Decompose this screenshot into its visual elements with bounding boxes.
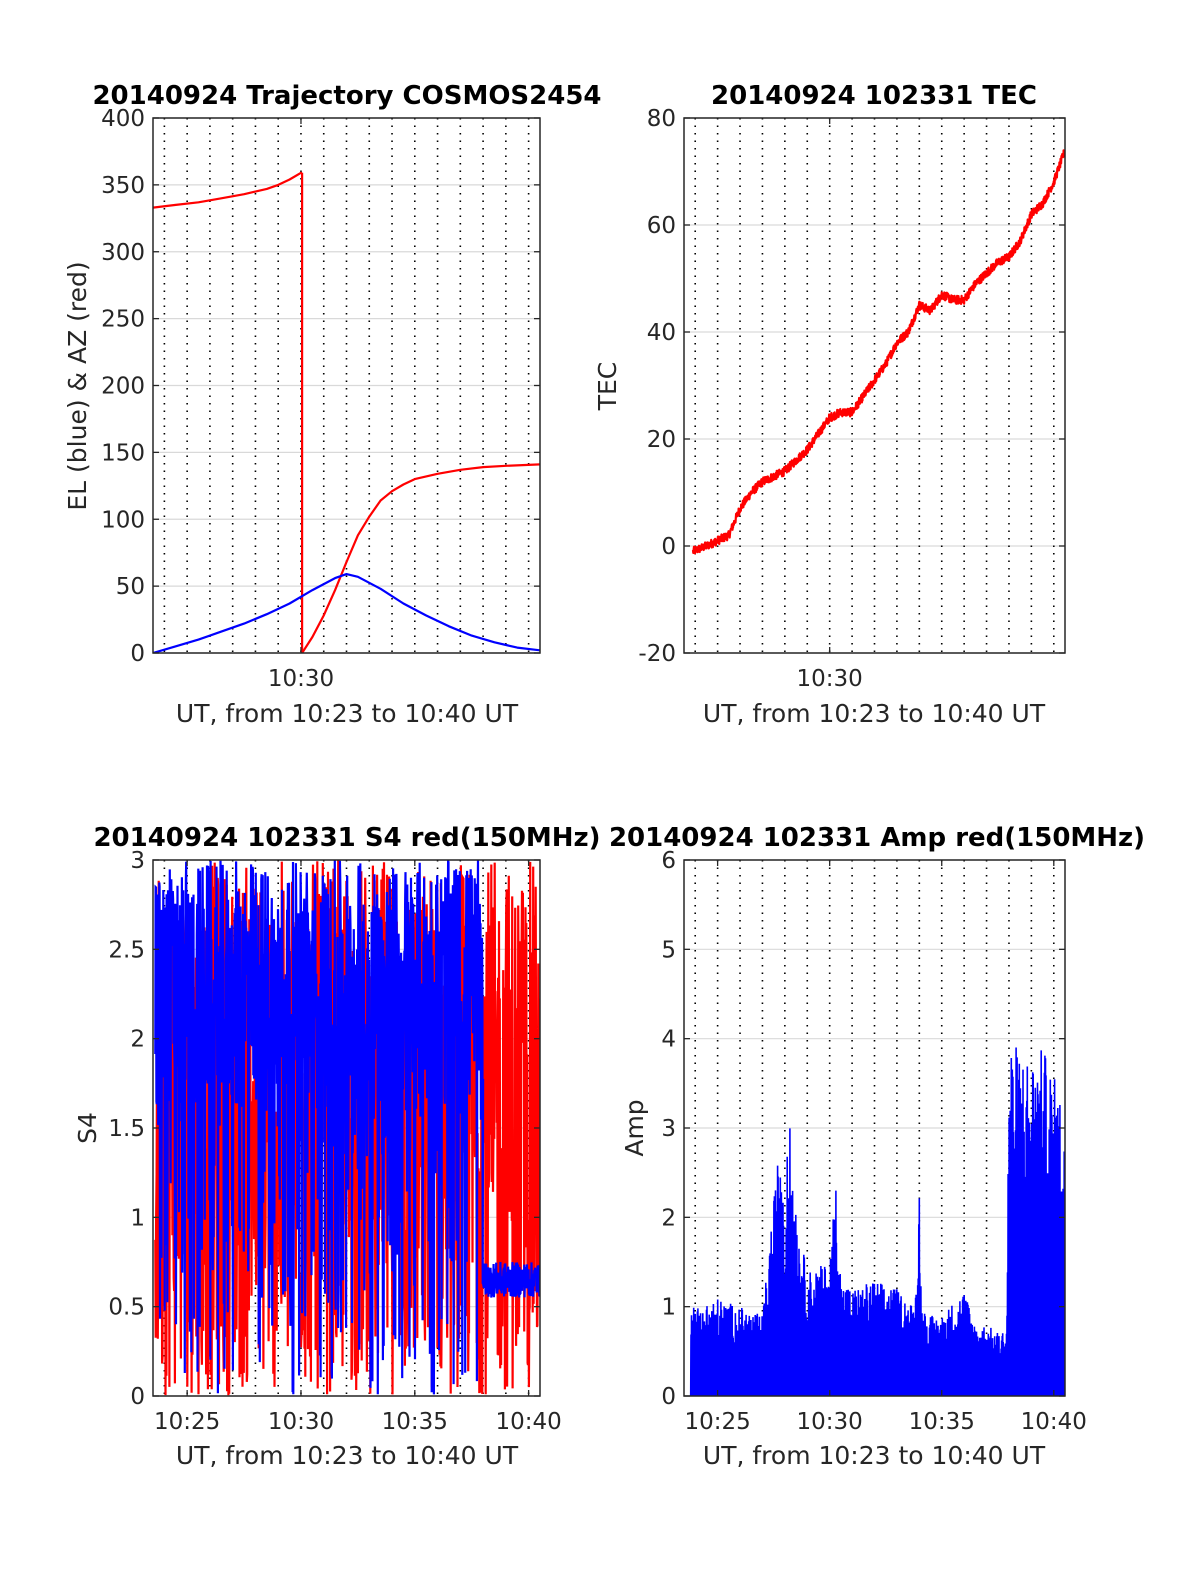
trajectory-title: 20140924 Trajectory COSMOS2454 xyxy=(92,81,601,111)
amp-xlabel: UT, from 10:23 to 10:40 UT xyxy=(703,1441,1046,1470)
amp-xtick-label: 10:40 xyxy=(1021,1409,1087,1435)
tec-axes-frame xyxy=(683,117,1066,654)
s4-series-group xyxy=(154,860,540,1396)
amp-ytick-label: 1 xyxy=(661,1295,676,1321)
trajectory-ylabel: EL (blue) & AZ (red) xyxy=(63,261,92,510)
tec-ytick-label: 40 xyxy=(647,320,676,346)
amp-series-group xyxy=(689,1047,1065,1396)
trajectory-xtick-label: 10:30 xyxy=(268,666,334,692)
panel-trajectory: 20140924 Trajectory COSMOS2454 UT, from … xyxy=(63,81,602,728)
panel-s4: 20140924 102331 S4 red(150MHz) UT, from … xyxy=(73,823,601,1470)
trajectory-ytick-label: 200 xyxy=(101,374,145,400)
tec-series-0 xyxy=(691,149,1065,555)
tec-title: 20140924 102331 TEC xyxy=(711,81,1037,111)
amp-ytick-label: 5 xyxy=(661,937,676,963)
s4-xtick-label: 10:25 xyxy=(154,1409,220,1435)
trajectory-series-2 xyxy=(301,463,540,653)
s4-ytick-label: 1 xyxy=(130,1205,145,1231)
amp-title: 20140924 102331 Amp red(150MHz) xyxy=(609,823,1145,853)
amp-xtick-label: 10:35 xyxy=(909,1409,975,1435)
tec-ytick-label: 20 xyxy=(647,427,676,453)
amp-xtick-label: 10:30 xyxy=(797,1409,863,1435)
trajectory-ytick-label: 0 xyxy=(130,641,145,667)
trajectory-ytick-label: 250 xyxy=(101,307,145,333)
s4-xlabel: UT, from 10:23 to 10:40 UT xyxy=(176,1441,519,1470)
panel-tec: 20140924 102331 TEC UT, from 10:23 to 10… xyxy=(593,81,1066,728)
s4-series-1 xyxy=(154,860,485,1395)
s4-ytick-label: 3 xyxy=(130,848,145,874)
s4-ytick-label: 2.5 xyxy=(108,937,145,963)
s4-ytick-label: 0.5 xyxy=(108,1295,145,1321)
trajectory-series-3 xyxy=(153,572,540,653)
amp-ytick-label: 2 xyxy=(661,1205,676,1231)
amp-ytick-label: 3 xyxy=(661,1116,676,1142)
tec-xtick-label: 10:30 xyxy=(797,666,863,692)
trajectory-ytick-label: 350 xyxy=(101,173,145,199)
trajectory-series-group xyxy=(153,171,540,653)
trajectory-ytick-label: 300 xyxy=(101,240,145,266)
tec-ylabel: TEC xyxy=(593,362,622,412)
s4-xtick-label: 10:40 xyxy=(495,1409,561,1435)
amp-ylabel: Amp xyxy=(620,1099,649,1156)
amp-ytick-label: 0 xyxy=(661,1384,676,1410)
trajectory-xlabel: UT, from 10:23 to 10:40 UT xyxy=(176,699,519,728)
amp-series-0 xyxy=(689,1047,1065,1396)
s4-ytick-label: 1.5 xyxy=(108,1116,145,1142)
s4-ylabel: S4 xyxy=(73,1112,102,1144)
s4-title: 20140924 102331 S4 red(150MHz) xyxy=(93,823,600,853)
amp-ytick-label: 4 xyxy=(661,1027,676,1053)
tec-ytick-label: 0 xyxy=(661,534,676,560)
s4-ytick-label: 0 xyxy=(130,1384,145,1410)
tec-ytick-label: 60 xyxy=(647,213,676,239)
tec-ytick-label: 80 xyxy=(647,106,676,132)
trajectory-series-0 xyxy=(153,171,303,209)
s4-xtick-label: 10:30 xyxy=(268,1409,334,1435)
trajectory-ytick-label: 100 xyxy=(101,507,145,533)
s4-ytick-label: 2 xyxy=(130,1027,145,1053)
tec-series-group xyxy=(691,149,1065,555)
trajectory-ytick-label: 400 xyxy=(101,106,145,132)
tec-xlabel: UT, from 10:23 to 10:40 UT xyxy=(703,699,1046,728)
s4-xtick-label: 10:35 xyxy=(382,1409,448,1435)
tec-ytick-label: -20 xyxy=(638,641,676,667)
amp-xtick-label: 10:25 xyxy=(684,1409,750,1435)
trajectory-ytick-label: 50 xyxy=(116,574,145,600)
s4-series-2 xyxy=(482,1261,540,1298)
panel-amp: 20140924 102331 Amp red(150MHz) UT, from… xyxy=(609,823,1145,1470)
trajectory-ytick-label: 150 xyxy=(101,440,145,466)
amp-ytick-label: 6 xyxy=(661,848,676,874)
